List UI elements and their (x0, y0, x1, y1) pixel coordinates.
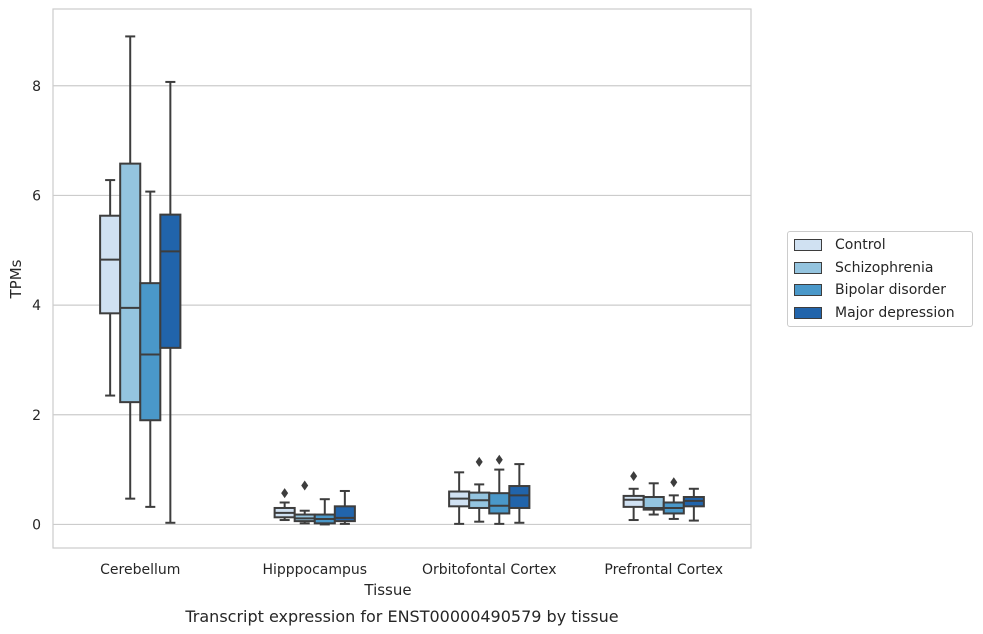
outlier-series-0-cat-1-0 (281, 488, 289, 499)
box-series-2-cat-0 (139, 282, 162, 422)
legend-label-bipolar-disorder: Bipolar disorder (835, 282, 947, 298)
chart-title: Transcript expression for ENST0000049057… (184, 607, 618, 626)
legend-label-major-depression: Major depression (835, 305, 955, 321)
legend-item-bipolar-disorder: Bipolar disorder (794, 280, 946, 300)
legend-swatch-schizophrenia (794, 262, 822, 274)
x-tick-label-0: Cerebellum (100, 562, 180, 578)
box-series (99, 35, 705, 526)
box-series-3-cat-2 (508, 485, 531, 509)
y-tick-label-0: 0 (32, 517, 41, 533)
y-tick-label-4: 4 (32, 298, 41, 314)
x-axis-label: Tissue (363, 581, 411, 599)
box-series-3-cat-0 (159, 213, 182, 349)
box-series-0-cat-3 (622, 494, 645, 508)
outlier-series-2-cat-2-0 (495, 454, 503, 465)
x-axis-ticks: Cerebellum Hipppocampus Orbitofontal Corte… (100, 562, 723, 578)
box-series-0-cat-0 (99, 214, 122, 315)
box-series-1-cat-0 (119, 162, 142, 404)
legend: Control Schizophrenia Bipolar disorder M… (787, 231, 973, 327)
y-axis-ticks: 0 2 4 6 8 (32, 79, 41, 534)
y-tick-label-6: 6 (32, 188, 41, 204)
legend-label-schizophrenia: Schizophrenia (835, 260, 934, 276)
y-tick-label-2: 2 (32, 408, 41, 424)
outlier-series-0-cat-3-0 (630, 471, 638, 482)
outlier-series-1-cat-1-0 (301, 480, 309, 491)
box-series-3-cat-1 (333, 505, 356, 523)
legend-label-control: Control (835, 237, 886, 253)
outlier-series-1-cat-2-0 (475, 456, 483, 467)
legend-swatch-major-depression (794, 307, 822, 319)
legend-item-major-depression: Major depression (794, 303, 955, 323)
x-tick-label-2: Orbitofontal Cortex (422, 562, 557, 578)
y-tick-label-8: 8 (32, 79, 41, 95)
box-series-2-cat-2 (488, 492, 511, 515)
plot-area (52, 8, 752, 549)
x-tick-label-3: Prefrontal Cortex (604, 562, 723, 578)
x-tick-label-1: Hipppocampus (262, 562, 367, 578)
legend-swatch-control (794, 239, 822, 251)
legend-swatch-bipolar-disorder (794, 284, 822, 296)
legend-item-control: Control (794, 235, 886, 255)
legend-item-schizophrenia: Schizophrenia (794, 258, 933, 278)
y-axis-label: TPMs (7, 259, 25, 299)
outlier-series-2-cat-3-0 (670, 477, 678, 488)
